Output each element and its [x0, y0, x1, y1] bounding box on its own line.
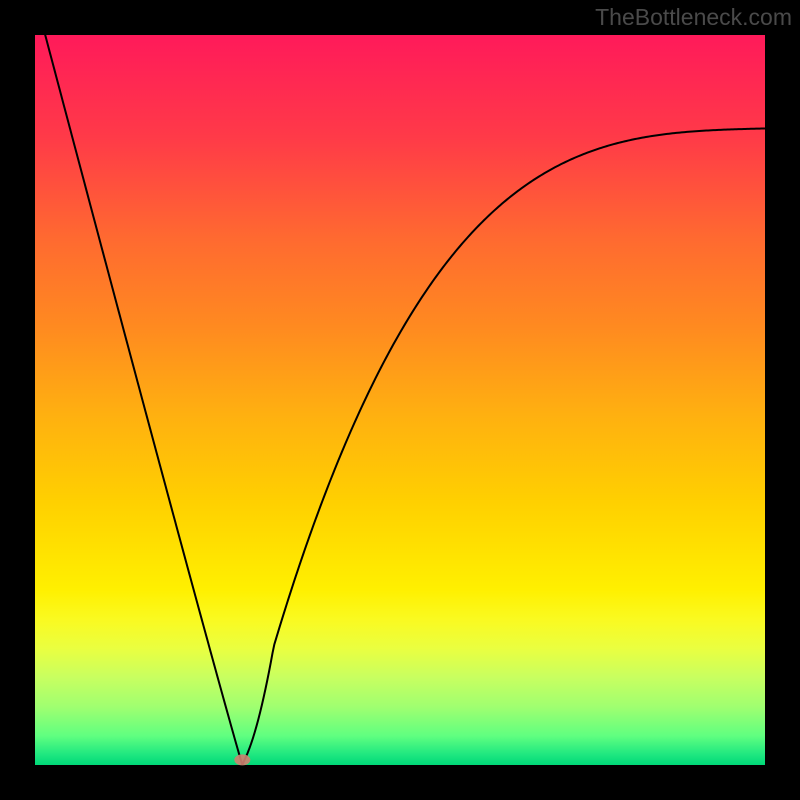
chart-container: TheBottleneck.com — [0, 0, 800, 800]
minimum-marker — [234, 754, 250, 765]
watermark-text: TheBottleneck.com — [595, 4, 792, 31]
bottleneck-chart — [0, 0, 800, 800]
plot-background — [35, 35, 765, 765]
